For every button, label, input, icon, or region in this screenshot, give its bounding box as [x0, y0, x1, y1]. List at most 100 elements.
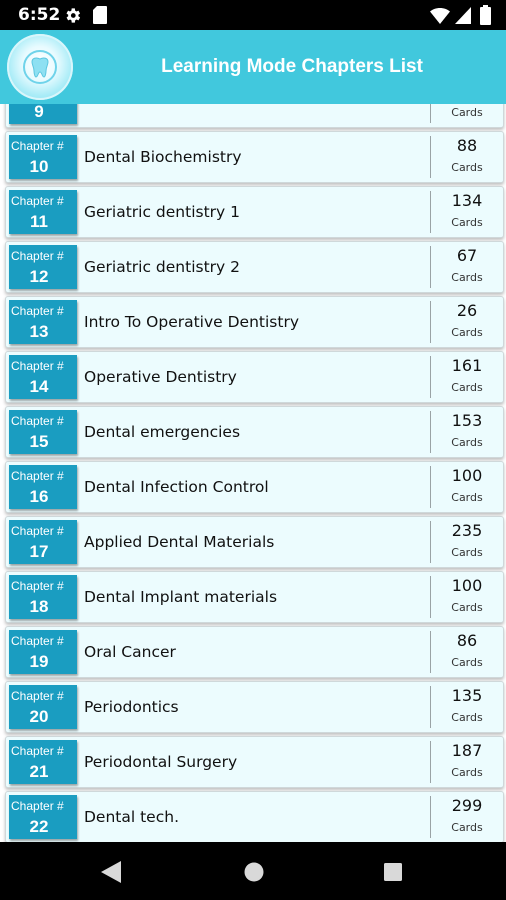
chapter-title: Applied Dental Materials	[84, 533, 275, 551]
chapter-badge: Chapter # 22	[9, 795, 77, 839]
row-divider	[430, 411, 431, 453]
chapter-number: 16	[29, 487, 49, 506]
chapter-title: Dental emergencies	[84, 423, 241, 441]
cards-label: Cards	[451, 491, 483, 504]
chapter-row[interactable]: Chapter # 13 Intro To Operative Dentistry 2…	[5, 296, 504, 348]
cards-count: 86	[456, 631, 478, 650]
cards-count: 67	[456, 246, 478, 265]
chapter-badge-label: Chapter #	[11, 579, 64, 593]
chapter-badge: Chapter # 12	[9, 245, 77, 289]
cards-label: Cards	[451, 821, 483, 834]
cards-count: 100	[451, 576, 483, 595]
chapter-number: 20	[29, 707, 49, 726]
cards-label: Cards	[451, 766, 483, 779]
row-divider	[430, 356, 431, 398]
cards-count: 299	[451, 796, 483, 815]
chapter-badge-label: Chapter #	[11, 634, 64, 648]
chapter-row[interactable]: Chapter # 17 Applied Dental Materials 235 Ca…	[5, 516, 504, 568]
chapter-title: Geriatric dentistry 1	[84, 203, 240, 221]
app-header: Learning Mode Chapters List	[0, 30, 506, 104]
chapter-badge: Chapter # 17	[9, 520, 77, 564]
cards-count: 135	[451, 686, 483, 705]
chapter-row[interactable]: Chapter # 15 Dental emergencies 153 Cards	[5, 406, 504, 458]
chapter-number: 15	[29, 432, 49, 451]
sd-card-icon	[93, 6, 107, 24]
chapter-row[interactable]: Chapter # 10 Dental Biochemistry 88 Cards	[5, 131, 504, 183]
cards-count: 100	[451, 466, 483, 485]
cards-label: Cards	[451, 216, 483, 229]
chapter-row[interactable]: Chapter # 20 Periodontics 135 Cards	[5, 681, 504, 733]
chapter-badge: Chapter #9	[9, 104, 77, 124]
chapter-title: Oral Cancer	[84, 643, 176, 661]
chapter-badge: Chapter # 14	[9, 355, 77, 399]
row-divider	[430, 796, 431, 838]
cards-label: Cards	[451, 271, 483, 284]
cards-count: 134	[451, 191, 483, 210]
chapter-badge: Chapter # 21	[9, 740, 77, 784]
chapter-number: 14	[29, 377, 49, 396]
chapter-badge: Chapter # 15	[9, 410, 77, 454]
wifi-icon	[430, 8, 450, 24]
chapter-badge-label: Chapter #	[11, 524, 64, 538]
chapter-row[interactable]: Chapter # 12 Geriatric dentistry 2 67 Cards	[5, 241, 504, 293]
cards-label: Cards	[451, 106, 483, 119]
chapter-row[interactable]: Chapter #9 Cards	[5, 104, 504, 128]
chapter-title: Operative Dentistry	[84, 368, 237, 386]
status-bar: 6:52	[0, 0, 506, 30]
row-divider	[430, 104, 431, 123]
battery-icon	[480, 5, 491, 25]
chapter-badge-label: Chapter #	[11, 249, 64, 263]
row-divider	[430, 246, 431, 288]
chapter-badge: Chapter # 11	[9, 190, 77, 234]
signal-icon	[455, 7, 471, 24]
chapter-title: Dental Biochemistry	[84, 148, 242, 166]
chapter-badge: Chapter # 18	[9, 575, 77, 619]
chapter-number: 9	[34, 104, 44, 121]
cards-label: Cards	[451, 326, 483, 339]
recents-icon[interactable]	[384, 863, 402, 881]
row-divider	[430, 466, 431, 508]
chapter-title: Periodontal Surgery	[84, 753, 238, 771]
chapter-badge-label: Chapter #	[11, 194, 64, 208]
cards-label: Cards	[451, 711, 483, 724]
row-divider	[430, 301, 431, 343]
chapter-number: 22	[29, 817, 49, 836]
home-icon[interactable]	[244, 862, 264, 882]
chapter-number: 10	[29, 157, 49, 176]
chapter-number: 21	[29, 762, 49, 781]
chapter-row[interactable]: Chapter # 16 Dental Infection Control 100 Ca…	[5, 461, 504, 513]
chapter-number: 17	[29, 542, 49, 561]
chapter-badge-label: Chapter #	[11, 799, 64, 813]
chapter-badge-label: Chapter #	[11, 414, 64, 428]
row-divider	[430, 136, 431, 178]
chapter-row[interactable]: Chapter # 22 Dental tech. 299 Cards	[5, 791, 504, 842]
chapter-title: Dental tech.	[84, 808, 179, 826]
row-divider	[430, 686, 431, 728]
chapter-number: 13	[29, 322, 49, 341]
cards-label: Cards	[451, 546, 483, 559]
chapter-badge: Chapter # 10	[9, 135, 77, 179]
chapter-row[interactable]: Chapter # 21 Periodontal Surgery 187 Cards	[5, 736, 504, 788]
chapter-number: 12	[29, 267, 49, 286]
chapter-badge: Chapter # 20	[9, 685, 77, 729]
cards-count: 161	[451, 356, 483, 375]
chapter-row[interactable]: Chapter # 11 Geriatric dentistry 1 134 Cards	[5, 186, 504, 238]
chapter-title: Dental Infection Control	[84, 478, 269, 496]
chapter-row[interactable]: Chapter # 18 Dental Implant materials 100 Ca…	[5, 571, 504, 623]
page-title: Learning Mode Chapters List	[161, 56, 423, 77]
chapter-badge: Chapter # 13	[9, 300, 77, 344]
cards-label: Cards	[451, 381, 483, 394]
back-icon[interactable]	[101, 861, 121, 883]
chapter-title: Dental Implant materials	[84, 588, 278, 606]
cards-label: Cards	[451, 656, 483, 669]
chapter-row[interactable]: Chapter # 19 Oral Cancer 86 Cards	[5, 626, 504, 678]
row-divider	[430, 191, 431, 233]
cards-label: Cards	[451, 161, 483, 174]
chapter-row[interactable]: Chapter # 14 Operative Dentistry 161 Cards	[5, 351, 504, 403]
chapter-title: Periodontics	[84, 698, 179, 716]
cards-count: 187	[451, 741, 483, 760]
chapter-badge-label: Chapter #	[11, 359, 64, 373]
chapter-badge-label: Chapter #	[11, 689, 64, 703]
chapter-badge-label: Chapter #	[11, 744, 64, 758]
